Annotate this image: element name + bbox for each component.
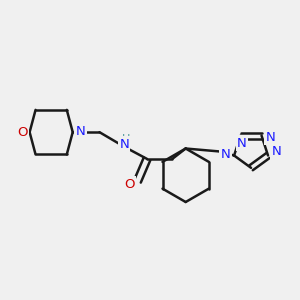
Text: N: N xyxy=(272,146,281,158)
Text: H: H xyxy=(122,134,130,144)
Text: N: N xyxy=(266,130,275,144)
Text: N: N xyxy=(220,148,230,160)
Text: O: O xyxy=(17,126,27,139)
Text: N: N xyxy=(76,125,85,138)
Text: O: O xyxy=(124,178,134,191)
Text: N: N xyxy=(119,138,129,151)
Text: N: N xyxy=(237,136,247,149)
